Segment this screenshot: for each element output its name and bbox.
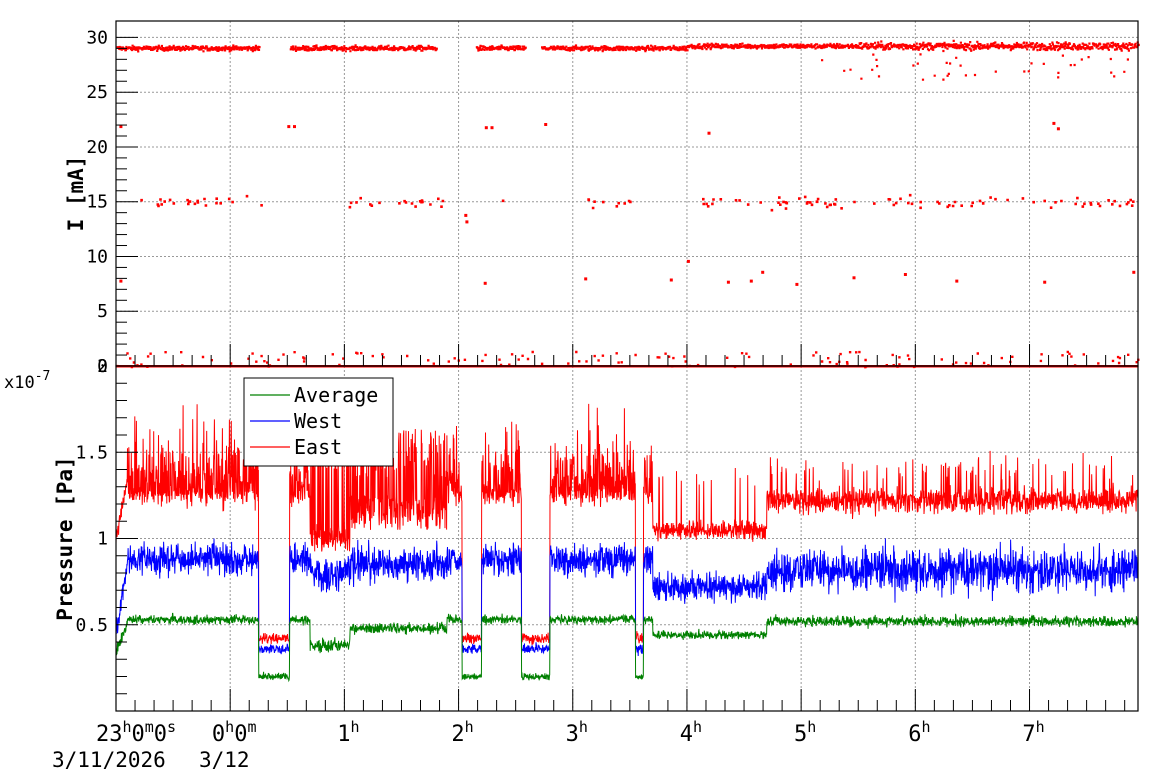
time-unit: m [247, 718, 256, 736]
current-main-band [116, 39, 1140, 81]
x-time-label: 1h [337, 718, 359, 747]
y-tick-label-top: 25 [86, 82, 108, 103]
current-outlier-point [852, 276, 856, 280]
time-value: 23 [96, 722, 123, 747]
data-layer [115, 39, 1140, 683]
current-outlier-point [726, 280, 730, 284]
y-tick-label-bottom: 2 [97, 356, 108, 377]
x-date-start-label: 3/11/2026 [52, 748, 166, 772]
current-outlier-point [903, 273, 907, 276]
time-value: 0 [212, 722, 225, 747]
x-time-label: 4h [680, 718, 702, 747]
current-outlier-point [464, 213, 468, 217]
y-tick-label-bottom: 1 [97, 529, 108, 550]
current-outlier-point [761, 270, 765, 274]
time-unit: h [921, 718, 930, 736]
current-outlier-point [686, 259, 690, 263]
time-unit: h [807, 718, 816, 736]
x-time-label: 3h [566, 718, 588, 747]
frame-layer [115, 20, 1139, 712]
time-value: 4 [680, 722, 693, 747]
time-value: 0 [234, 722, 247, 747]
current-outlier-point [1056, 127, 1060, 131]
y-tick-label-top: 20 [86, 137, 108, 158]
y-tick-label-top: 30 [86, 27, 108, 48]
time-unit: s [167, 718, 176, 736]
current-outlier-point [707, 131, 711, 135]
current-low-band [116, 350, 1140, 369]
current-outlier-point [465, 220, 469, 224]
top-plot-frame [115, 20, 1139, 367]
exp-base: x10 [4, 373, 35, 393]
current-outlier-point [1043, 280, 1047, 284]
legend-label: West [294, 409, 342, 433]
current-outlier-point [584, 277, 588, 281]
y-axis-title-current: I [mA] [64, 156, 88, 232]
y-tick-label-top: 15 [86, 192, 108, 213]
time-value: 0 [131, 722, 144, 747]
current-outlier-point [795, 282, 799, 286]
current-outlier-point [484, 126, 488, 130]
x-start-time-label: 23h0m0s [96, 718, 176, 747]
series-line-average [115, 612, 1139, 683]
current-mid-band [140, 193, 1135, 212]
current-outlier-point [490, 126, 494, 130]
current-outlier-point [287, 125, 291, 129]
time-unit: h [225, 718, 234, 736]
y-tick-label-top: 5 [97, 301, 108, 322]
x-date-next-label: 3/12 [199, 748, 250, 772]
time-value: 0 [154, 722, 167, 747]
x-time-label: 7h [1022, 718, 1044, 747]
current-outlier-point [669, 278, 673, 282]
x-time-label: 2h [451, 718, 473, 747]
time-value: 6 [908, 722, 921, 747]
current-outlier-point [1132, 270, 1136, 274]
time-unit: h [1036, 718, 1045, 736]
x-time-label: 6h [908, 718, 930, 747]
x-time-label: 0h0m [212, 718, 257, 747]
current-outlier-point [749, 279, 753, 283]
time-unit: h [465, 718, 474, 736]
time-unit: h [122, 718, 131, 736]
time-value: 7 [1022, 722, 1035, 747]
y-tick-label-top: 10 [86, 246, 108, 267]
time-value: 5 [794, 722, 807, 747]
y-tick-label-top: 0 [97, 356, 108, 377]
legend-label: Average [294, 383, 378, 407]
x-time-label: 5h [794, 718, 816, 747]
current-outlier-point [955, 279, 959, 283]
y-axis-title-pressure: Pressure [Pa] [53, 456, 77, 620]
series-line-east [115, 403, 1139, 646]
time-unit: h [350, 718, 359, 736]
time-unit: m [145, 718, 154, 736]
time-unit: h [579, 718, 588, 736]
current-outlier-point [119, 279, 123, 283]
time-value: 3 [566, 722, 579, 747]
series-line-west [115, 538, 1139, 657]
legend-box [243, 377, 394, 467]
current-outlier-point [1052, 121, 1056, 125]
time-value: 1 [337, 722, 350, 747]
exp-power: -7 [35, 369, 51, 384]
time-value: 2 [451, 722, 464, 747]
legend-label: East [294, 435, 342, 459]
y-scale-exponent-label: x10-7 [4, 369, 50, 393]
current-outlier-point [293, 125, 296, 129]
y-tick-label-bottom: 1.5 [75, 442, 108, 463]
time-unit: h [693, 718, 702, 736]
y-tick-label-bottom: 0.5 [75, 615, 108, 636]
current-outlier-point [483, 281, 487, 285]
current-outlier-point [544, 123, 548, 126]
current-outlier-point [119, 125, 123, 129]
